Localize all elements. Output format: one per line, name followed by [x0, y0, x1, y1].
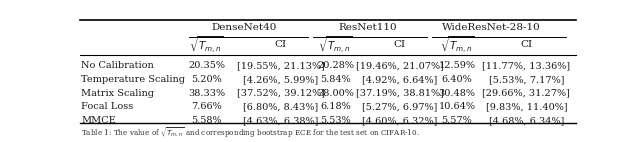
Text: [19.55%, 21.13%]: [19.55%, 21.13%] — [237, 61, 325, 70]
Text: [4.60%, 6.32%]: [4.60%, 6.32%] — [362, 116, 438, 125]
Text: [6.80%, 8.43%]: [6.80%, 8.43%] — [243, 102, 319, 111]
Text: Table 1: The value of $\sqrt{T_{m,n}}$ and corresponding bootstrap ECE for the t: Table 1: The value of $\sqrt{T_{m,n}}$ a… — [81, 125, 420, 140]
Text: 5.58%: 5.58% — [191, 116, 222, 125]
Text: [5.53%, 7.17%]: [5.53%, 7.17%] — [489, 75, 564, 84]
Text: [11.77%, 13.36%]: [11.77%, 13.36%] — [483, 61, 570, 70]
Text: ResNet110: ResNet110 — [339, 23, 397, 32]
Text: CI: CI — [520, 40, 532, 49]
Text: [29.66%, 31.27%]: [29.66%, 31.27%] — [483, 88, 570, 98]
Text: 6.40%: 6.40% — [442, 75, 472, 84]
Text: 20.28%: 20.28% — [317, 61, 354, 70]
Text: 12.59%: 12.59% — [438, 61, 476, 70]
Text: Focal Loss: Focal Loss — [81, 102, 133, 111]
Text: 5.53%: 5.53% — [320, 116, 351, 125]
Text: 7.66%: 7.66% — [191, 102, 222, 111]
Text: $\sqrt{T_{m,n}}$: $\sqrt{T_{m,n}}$ — [189, 35, 224, 55]
Text: WideResNet-28-10: WideResNet-28-10 — [442, 23, 541, 32]
Text: [5.27%, 6.97%]: [5.27%, 6.97%] — [362, 102, 438, 111]
Text: No Calibration: No Calibration — [81, 61, 154, 70]
Text: CI: CI — [275, 40, 287, 49]
Text: [4.63%, 6.38%]: [4.63%, 6.38%] — [243, 116, 319, 125]
Text: [19.46%, 21.07%]: [19.46%, 21.07%] — [356, 61, 444, 70]
Text: 30.48%: 30.48% — [438, 88, 476, 98]
Text: 38.00%: 38.00% — [317, 88, 354, 98]
Text: [37.19%, 38.81%]: [37.19%, 38.81%] — [356, 88, 444, 98]
Text: 10.64%: 10.64% — [438, 102, 476, 111]
Text: [37.52%, 39.12%]: [37.52%, 39.12%] — [237, 88, 325, 98]
Text: Temperature Scaling: Temperature Scaling — [81, 75, 185, 84]
Text: 5.57%: 5.57% — [442, 116, 472, 125]
Text: [4.92%, 6.64%]: [4.92%, 6.64%] — [362, 75, 438, 84]
Text: [4.26%, 5.99%]: [4.26%, 5.99%] — [243, 75, 319, 84]
Text: Matrix Scaling: Matrix Scaling — [81, 88, 154, 98]
Text: 38.33%: 38.33% — [188, 88, 225, 98]
Text: 5.20%: 5.20% — [191, 75, 222, 84]
Text: 20.35%: 20.35% — [188, 61, 225, 70]
Text: MMCE: MMCE — [81, 116, 116, 125]
Text: [9.83%, 11.40%]: [9.83%, 11.40%] — [486, 102, 567, 111]
Text: 5.84%: 5.84% — [320, 75, 351, 84]
Text: [4.68%, 6.34%]: [4.68%, 6.34%] — [489, 116, 564, 125]
Text: 6.18%: 6.18% — [320, 102, 351, 111]
Text: CI: CI — [394, 40, 406, 49]
Text: DenseNet40: DenseNet40 — [211, 23, 276, 32]
Text: $\sqrt{T_{m,n}}$: $\sqrt{T_{m,n}}$ — [440, 35, 474, 55]
Text: $\sqrt{T_{m,n}}$: $\sqrt{T_{m,n}}$ — [318, 35, 353, 55]
